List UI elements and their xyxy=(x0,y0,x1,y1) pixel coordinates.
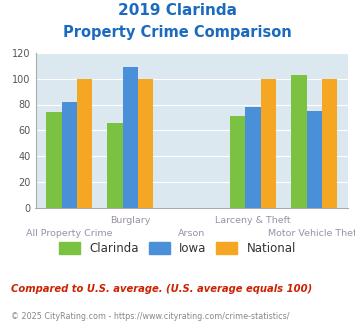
Bar xyxy=(108,123,123,208)
Bar xyxy=(261,79,276,208)
Bar xyxy=(322,79,337,208)
Bar xyxy=(77,79,92,208)
Bar xyxy=(138,79,153,208)
Legend: Clarinda, Iowa, National: Clarinda, Iowa, National xyxy=(54,237,301,260)
Text: Burglary: Burglary xyxy=(110,216,151,225)
Bar xyxy=(245,107,261,208)
Text: All Property Crime: All Property Crime xyxy=(26,229,113,238)
Bar xyxy=(61,102,77,208)
Bar xyxy=(46,112,61,208)
Text: Compared to U.S. average. (U.S. average equals 100): Compared to U.S. average. (U.S. average … xyxy=(11,284,312,294)
Text: Arson: Arson xyxy=(178,229,205,238)
Text: 2019 Clarinda: 2019 Clarinda xyxy=(118,3,237,18)
Bar xyxy=(123,67,138,208)
Text: © 2025 CityRating.com - https://www.cityrating.com/crime-statistics/: © 2025 CityRating.com - https://www.city… xyxy=(11,312,289,321)
Text: Property Crime Comparison: Property Crime Comparison xyxy=(63,25,292,40)
Text: Larceny & Theft: Larceny & Theft xyxy=(215,216,291,225)
Text: Motor Vehicle Theft: Motor Vehicle Theft xyxy=(268,229,355,238)
Bar xyxy=(230,116,245,208)
Bar xyxy=(291,75,307,208)
Bar xyxy=(307,111,322,208)
